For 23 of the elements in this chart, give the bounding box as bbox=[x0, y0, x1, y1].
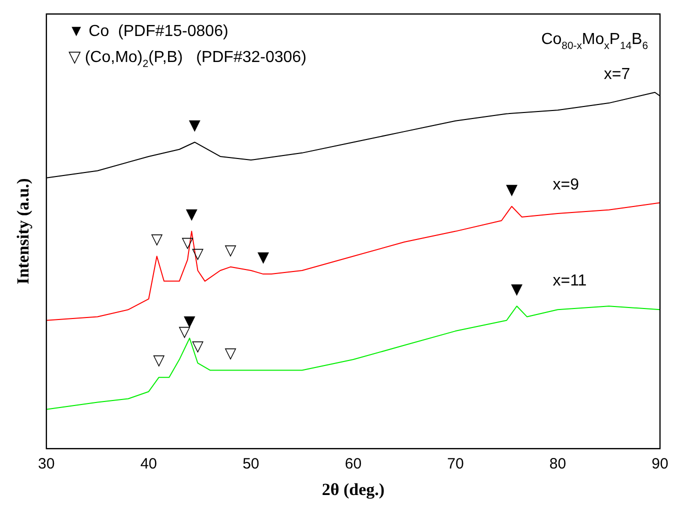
x-tick-label: 30 bbox=[38, 456, 55, 473]
series-label: x=9 bbox=[552, 176, 580, 194]
annotation: ▼ bbox=[511, 280, 524, 298]
annotation: ▼ bbox=[506, 180, 518, 198]
x-axis-title: 2θ (deg.) bbox=[322, 480, 385, 500]
x-tick-label: 50 bbox=[242, 456, 260, 473]
x-tick-label: 90 bbox=[652, 456, 668, 473]
annotation: ▽ bbox=[224, 344, 237, 362]
annotation: ▽ bbox=[151, 230, 164, 248]
series-label: x=11 bbox=[552, 272, 587, 290]
series-label: x=7 bbox=[604, 66, 630, 84]
annotation: ▽ bbox=[153, 351, 166, 370]
x-tick-label: 40 bbox=[140, 456, 158, 473]
text: ▼ Co (PDF#15-0806) bbox=[68, 23, 228, 40]
annotation: ▼ bbox=[186, 205, 198, 224]
annotation: ▽ bbox=[224, 240, 237, 259]
annotation: ▽ bbox=[192, 336, 204, 355]
x-tick-label: 70 bbox=[447, 456, 464, 473]
y-axis-title: Intensity (a.u.) bbox=[14, 178, 33, 284]
annotation: ▼ bbox=[188, 116, 201, 134]
x-tick-label: 60 bbox=[344, 456, 362, 473]
annotation: ▼ bbox=[257, 248, 270, 266]
x-tick-label: 80 bbox=[549, 456, 566, 473]
